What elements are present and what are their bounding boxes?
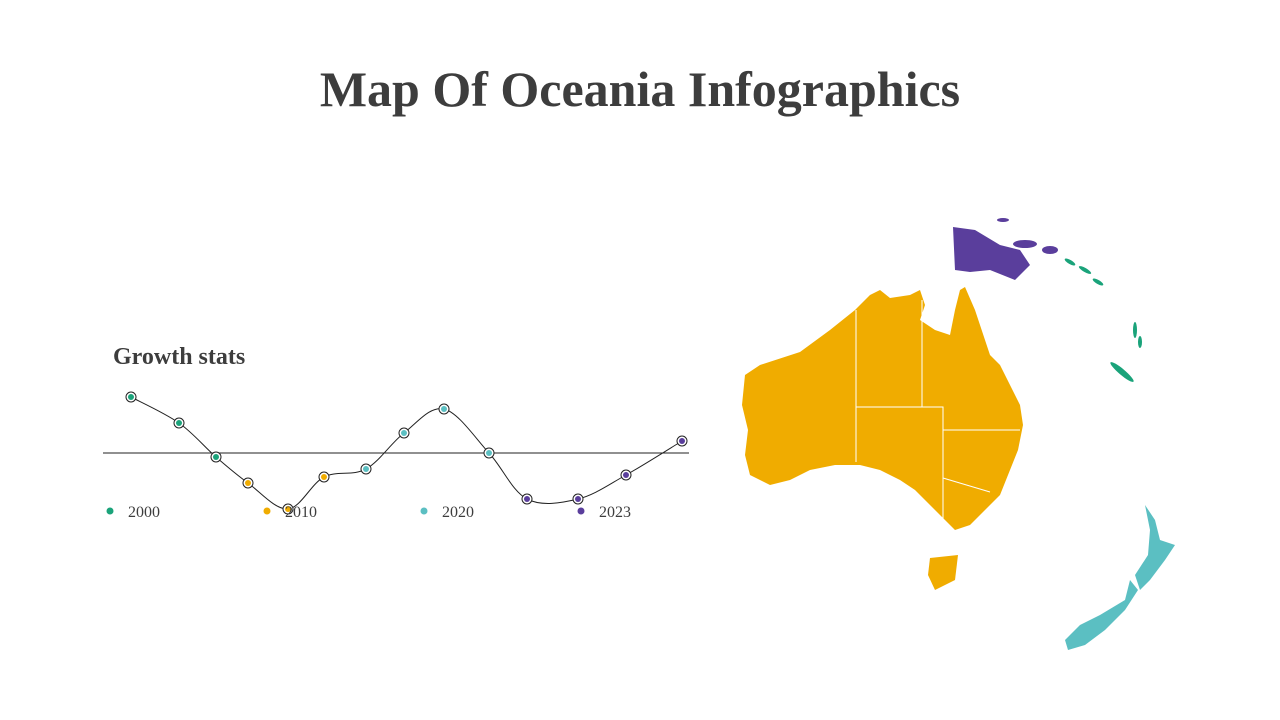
point-dot <box>524 496 530 502</box>
legend-marker <box>577 507 585 515</box>
solomon-vanuatu <box>1064 258 1142 382</box>
point-dot <box>441 406 447 412</box>
point-dot <box>321 474 327 480</box>
point-dot <box>176 420 182 426</box>
australia <box>742 287 1023 530</box>
island <box>997 218 1009 222</box>
chart-title: Growth stats <box>113 344 245 370</box>
point-dot <box>213 454 219 460</box>
new-zealand-north <box>1135 505 1175 590</box>
point-dot <box>128 394 134 400</box>
new-zealand-south <box>1065 580 1138 650</box>
point-dot <box>486 450 492 456</box>
papua-new-guinea <box>953 227 1030 280</box>
island <box>1013 240 1037 248</box>
legend-label: 2020 <box>442 504 474 521</box>
legend-marker <box>420 507 428 515</box>
legend-label: 2000 <box>128 504 160 521</box>
island <box>1042 246 1058 254</box>
point-dot <box>363 466 369 472</box>
point-dot <box>679 438 685 444</box>
state-borders <box>855 300 1020 530</box>
chart: 2000 2010 2020 2023 <box>106 391 688 521</box>
legend-marker <box>106 507 114 515</box>
legend-label: 2023 <box>599 504 631 521</box>
tasmania <box>928 555 958 590</box>
map <box>742 218 1175 650</box>
legend-label: 2010 <box>285 504 317 521</box>
point-dot <box>245 480 251 486</box>
point-dot <box>285 506 291 512</box>
legend-marker <box>263 507 271 515</box>
point-dot <box>575 496 581 502</box>
point-dot <box>623 472 629 478</box>
point-dot <box>401 430 407 436</box>
slide-title: Map Of Oceania Infographics <box>320 61 960 117</box>
